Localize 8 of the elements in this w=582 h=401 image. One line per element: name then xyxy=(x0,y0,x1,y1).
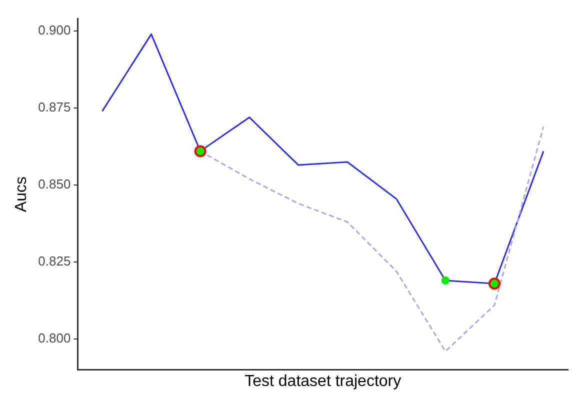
y-tick-label: 0.850 xyxy=(38,176,71,192)
y-tick-label: 0.875 xyxy=(38,100,71,115)
x-axis-title: Test dataset trajectory xyxy=(244,372,402,390)
y-tick-label: 0.825 xyxy=(38,254,71,269)
y-axis-title: Aucs xyxy=(13,176,30,212)
y-tick-label: 0.800 xyxy=(38,330,71,346)
y-tick-label: 0.900 xyxy=(38,22,71,38)
point xyxy=(441,276,450,285)
